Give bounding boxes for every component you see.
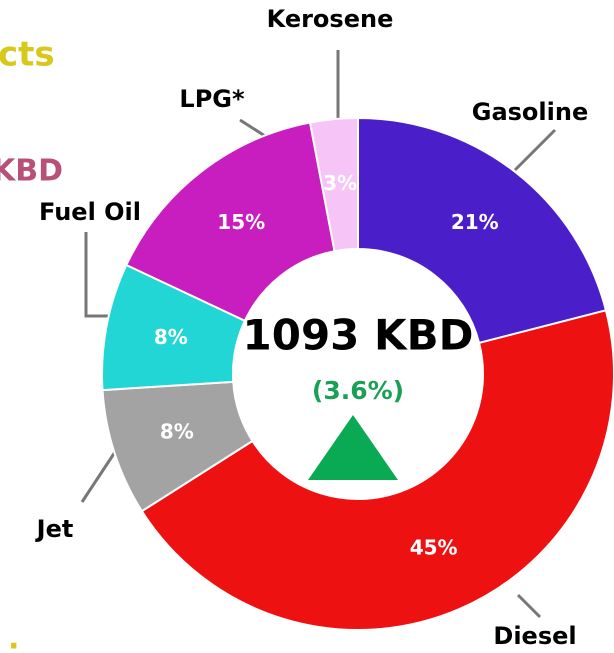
- donut-slice: [357, 116, 608, 345]
- leader-lines: [80, 50, 557, 619]
- value-label: 21%: [451, 210, 499, 234]
- value-label: 3%: [323, 171, 357, 195]
- title-fragment: cts: [0, 35, 55, 75]
- leader-line: [516, 593, 542, 619]
- up-arrow: [308, 415, 398, 480]
- center-label: 1093 KBD: [243, 311, 474, 360]
- category-label: Jet: [35, 515, 74, 543]
- leader-line: [513, 128, 557, 172]
- category-label: Gasoline: [472, 98, 588, 126]
- footnote-fragment: .: [8, 622, 19, 653]
- category-label: Diesel: [493, 622, 576, 650]
- subtitle-fragment: KBD: [0, 154, 63, 189]
- leader-line: [239, 118, 266, 138]
- value-label: 8%: [160, 419, 194, 443]
- donut-slice: [308, 116, 359, 253]
- value-label: 45%: [410, 535, 458, 559]
- leader-line: [80, 451, 117, 503]
- donut-slice: [125, 121, 336, 323]
- donut-slice: [140, 309, 614, 631]
- change-label: (3.6%): [312, 376, 404, 405]
- category-label: Fuel Oil: [39, 198, 141, 226]
- value-label: 8%: [154, 325, 188, 349]
- leader-line: [84, 232, 110, 318]
- category-label: Kerosene: [267, 5, 394, 33]
- value-label: 15%: [217, 210, 265, 234]
- category-label: LPG*: [179, 85, 245, 113]
